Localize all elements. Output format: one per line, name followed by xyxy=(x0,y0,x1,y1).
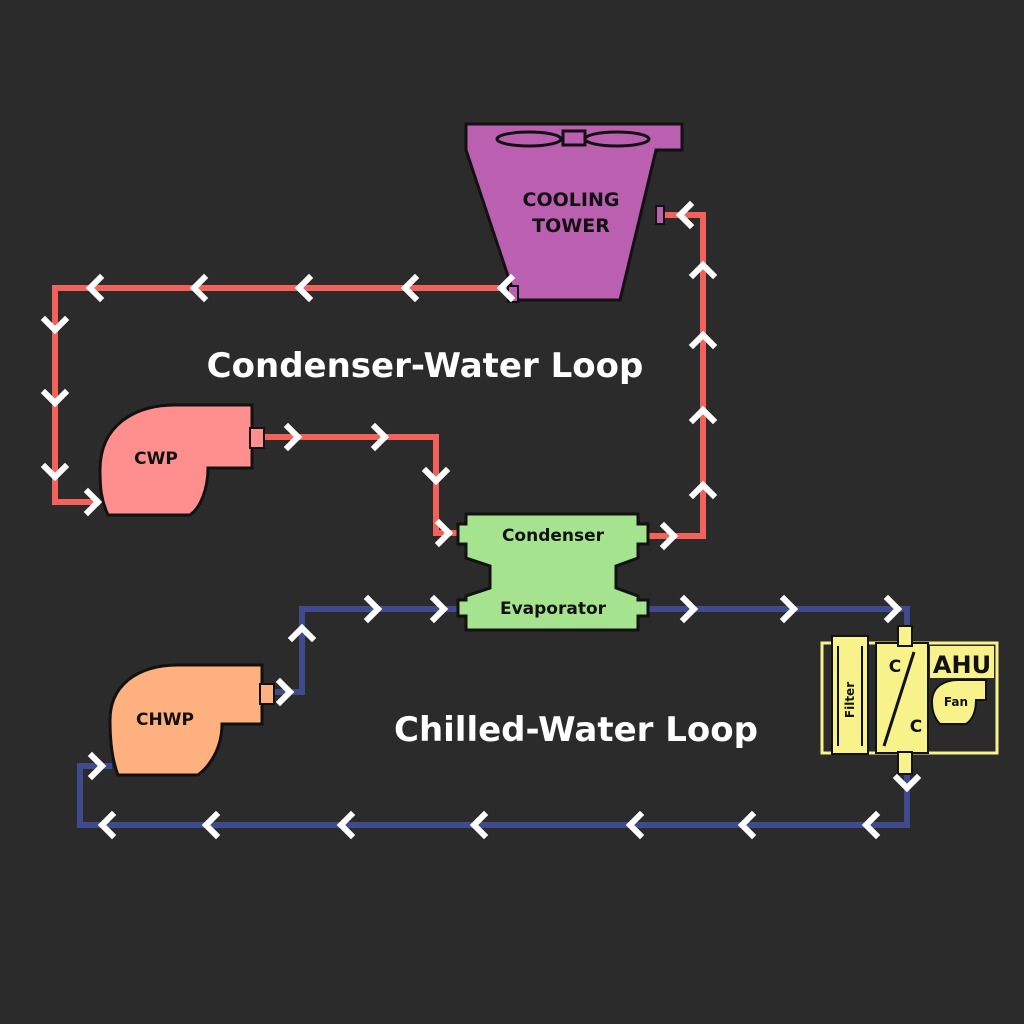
ahu-label: AHU xyxy=(933,651,991,679)
flow-arrow-left xyxy=(336,810,356,840)
flow-arrow-right xyxy=(659,521,679,551)
flow-arrow-down xyxy=(40,388,70,408)
flow-arrow-down xyxy=(421,466,451,486)
flow-arrow-down xyxy=(40,315,70,335)
flow-arrow-up xyxy=(688,480,718,500)
flow-arrow-up xyxy=(688,330,718,350)
flow-arrow-left xyxy=(625,810,645,840)
coil-label-c2: C xyxy=(910,717,922,737)
flow-arrow-up xyxy=(287,623,317,643)
cwp-pump: CWP xyxy=(98,403,265,517)
flow-arrow-left xyxy=(189,273,209,303)
flow-arrow-right xyxy=(87,751,107,781)
flow-arrow-down xyxy=(892,773,922,793)
flow-arrow-right xyxy=(83,487,103,517)
flow-arrow-up xyxy=(688,260,718,280)
flow-arrow-right xyxy=(429,594,449,624)
chwp-label: CHWP xyxy=(136,710,194,730)
flow-arrow-left xyxy=(85,273,105,303)
cooling-tower-label-2: TOWER xyxy=(532,215,610,237)
fan-icon xyxy=(930,679,987,725)
flow-arrow-left xyxy=(97,810,117,840)
flow-arrow-left xyxy=(201,810,221,840)
condenser-loop-title: Condenser-Water Loop xyxy=(207,346,644,386)
fan-label: Fan xyxy=(944,695,968,709)
flow-arrows xyxy=(40,200,922,840)
chilled-pipe-supply xyxy=(643,606,910,628)
coil-label-c1: C xyxy=(889,657,901,677)
chiller: Condenser Evaporator xyxy=(456,512,650,632)
flow-arrow-right xyxy=(370,422,390,452)
flow-arrow-right xyxy=(434,518,454,548)
flow-arrow-left xyxy=(861,810,881,840)
filter-label: Filter xyxy=(843,682,857,718)
chilled-pipe-return xyxy=(77,763,910,828)
flow-arrow-right xyxy=(679,594,699,624)
flow-arrow-left xyxy=(675,200,695,230)
chwp-pump: CHWP xyxy=(108,663,275,777)
flow-arrow-left xyxy=(469,810,489,840)
flow-arrow-left xyxy=(737,810,757,840)
flow-arrow-left xyxy=(496,273,516,303)
cooling-tower-label-1: COOLING xyxy=(523,189,620,211)
flow-arrow-left xyxy=(400,273,420,303)
condenser-pipe-return xyxy=(52,285,515,505)
cwp-label: CWP xyxy=(134,449,178,469)
condenser-pipe-supply xyxy=(263,434,462,536)
condenser-pipe-riser xyxy=(645,212,706,539)
chilled-loop-title: Chilled-Water Loop xyxy=(394,710,758,750)
evaporator-label: Evaporator xyxy=(500,599,607,619)
flow-arrow-right xyxy=(283,422,303,452)
flow-arrow-right xyxy=(883,594,903,624)
flow-arrow-right xyxy=(779,594,799,624)
fan-icon xyxy=(495,129,651,148)
flow-arrow-right xyxy=(363,594,383,624)
flow-arrow-down xyxy=(40,462,70,482)
cooling-tower: COOLING TOWER xyxy=(464,122,684,303)
flow-arrow-left xyxy=(294,273,314,303)
flow-arrow-up xyxy=(688,405,718,425)
ahu: Filter C C AHU Fan xyxy=(820,625,999,775)
condenser-label: Condenser xyxy=(502,526,605,546)
flow-arrow-right xyxy=(275,677,295,707)
